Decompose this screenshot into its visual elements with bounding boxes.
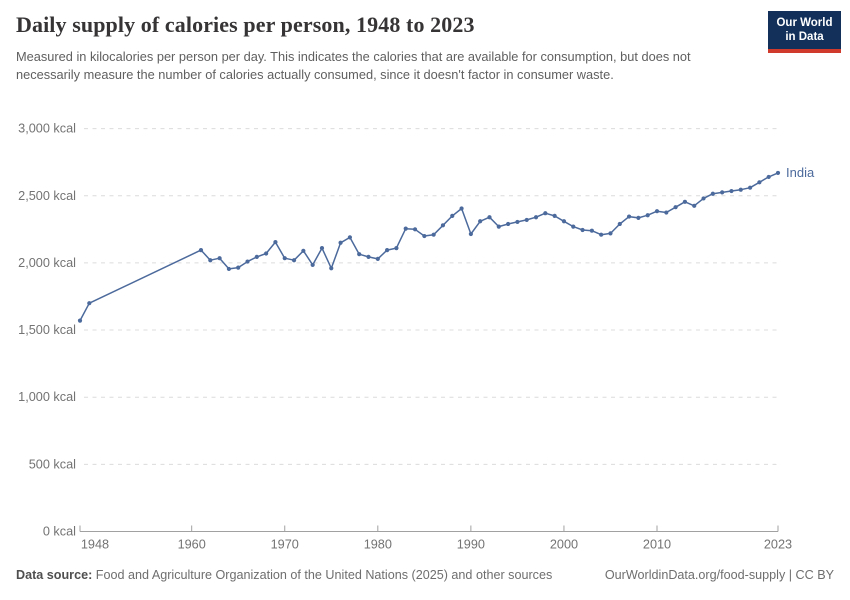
data-point — [291, 258, 297, 263]
data-point — [254, 254, 259, 259]
data-point — [664, 210, 669, 215]
data-point — [450, 213, 455, 218]
data-point — [412, 227, 418, 232]
owid-logo-box: Our World in Data — [768, 11, 841, 49]
data-point — [766, 174, 771, 180]
data-point — [375, 256, 380, 261]
data-point — [654, 209, 660, 214]
y-tick-label: 2,500 kcal — [18, 189, 76, 203]
y-tick-label: 1,000 kcal — [18, 390, 76, 404]
data-point — [682, 199, 688, 204]
data-point — [524, 217, 529, 223]
data-point — [561, 219, 567, 224]
data-point — [533, 215, 539, 220]
data-point — [431, 232, 436, 237]
data-source-label: Data source: — [16, 568, 93, 582]
data-point — [264, 251, 269, 256]
x-tick-label: 1990 — [457, 538, 485, 552]
y-tick-label: 2,000 kcal — [18, 256, 76, 270]
data-point — [496, 224, 501, 229]
data-source-text: Food and Agriculture Organization of the… — [92, 568, 553, 582]
data-point — [459, 206, 464, 211]
data-point — [319, 246, 325, 251]
data-point — [720, 190, 725, 195]
data-point — [301, 248, 306, 253]
data-point — [440, 223, 446, 228]
x-tick-label: 2000 — [550, 538, 578, 552]
data-point — [617, 221, 622, 227]
data-point — [729, 188, 734, 194]
data-source-note: Data source: Food and Agriculture Organi… — [16, 568, 552, 582]
data-point — [552, 213, 557, 218]
data-point — [385, 248, 390, 253]
data-point — [599, 232, 604, 237]
data-point — [282, 256, 287, 261]
data-point — [543, 211, 548, 216]
data-point — [236, 265, 241, 270]
y-tick-label: 0 kcal — [43, 525, 76, 539]
data-point — [310, 262, 315, 268]
data-point — [580, 227, 585, 233]
data-point — [394, 246, 399, 251]
owid-logo-text-line1: Our World — [776, 17, 833, 29]
series-end-label[interactable]: India — [786, 165, 815, 180]
data-point — [673, 205, 678, 210]
data-point — [589, 228, 594, 233]
data-point — [357, 252, 362, 257]
data-point — [198, 248, 204, 253]
data-point — [757, 180, 762, 185]
y-tick-label: 1,500 kcal — [18, 323, 76, 337]
owid-logo[interactable]: Our World in Data — [768, 11, 841, 53]
data-point — [571, 224, 576, 229]
data-point — [701, 196, 706, 201]
data-point — [636, 215, 641, 221]
x-tick-label: 1948 — [81, 538, 109, 552]
data-point — [347, 235, 352, 240]
data-point — [506, 221, 511, 227]
data-point — [692, 203, 697, 208]
owid-logo-text-line2: in Data — [785, 31, 824, 44]
data-point — [468, 231, 473, 237]
data-point — [710, 191, 715, 196]
data-point — [245, 259, 250, 264]
y-tick-label: 500 kcal — [29, 457, 76, 471]
data-point — [208, 258, 213, 263]
x-tick-label: 2023 — [764, 538, 792, 552]
data-point — [775, 170, 781, 176]
data-point — [338, 240, 343, 245]
data-point — [487, 215, 492, 220]
data-point — [217, 256, 222, 261]
data-point — [608, 231, 613, 236]
series-line-india — [79, 172, 779, 321]
data-point — [329, 266, 334, 271]
data-point — [738, 187, 743, 192]
data-point — [366, 254, 371, 259]
data-point — [478, 219, 483, 224]
attribution-link[interactable]: OurWorldinData.org/food-supply | CC BY — [604, 568, 834, 582]
owid-logo-accent-bar — [768, 48, 841, 53]
data-point — [515, 219, 520, 225]
x-tick-label: 2010 — [643, 538, 671, 552]
data-point — [273, 239, 278, 245]
data-point — [403, 226, 408, 231]
data-point — [77, 318, 83, 323]
data-point — [626, 214, 632, 219]
data-point — [422, 233, 427, 239]
x-tick-label: 1970 — [271, 538, 299, 552]
y-tick-label: 3,000 kcal — [18, 122, 76, 136]
chart-subtitle: Measured in kilocalories per person per … — [16, 49, 691, 83]
data-point — [645, 213, 650, 218]
chart-title: Daily supply of calories per person, 194… — [16, 12, 475, 37]
data-point — [226, 266, 232, 272]
data-point — [747, 185, 753, 190]
x-tick-label: 1980 — [364, 538, 392, 552]
data-point — [87, 301, 92, 306]
x-tick-label: 1960 — [178, 538, 206, 552]
